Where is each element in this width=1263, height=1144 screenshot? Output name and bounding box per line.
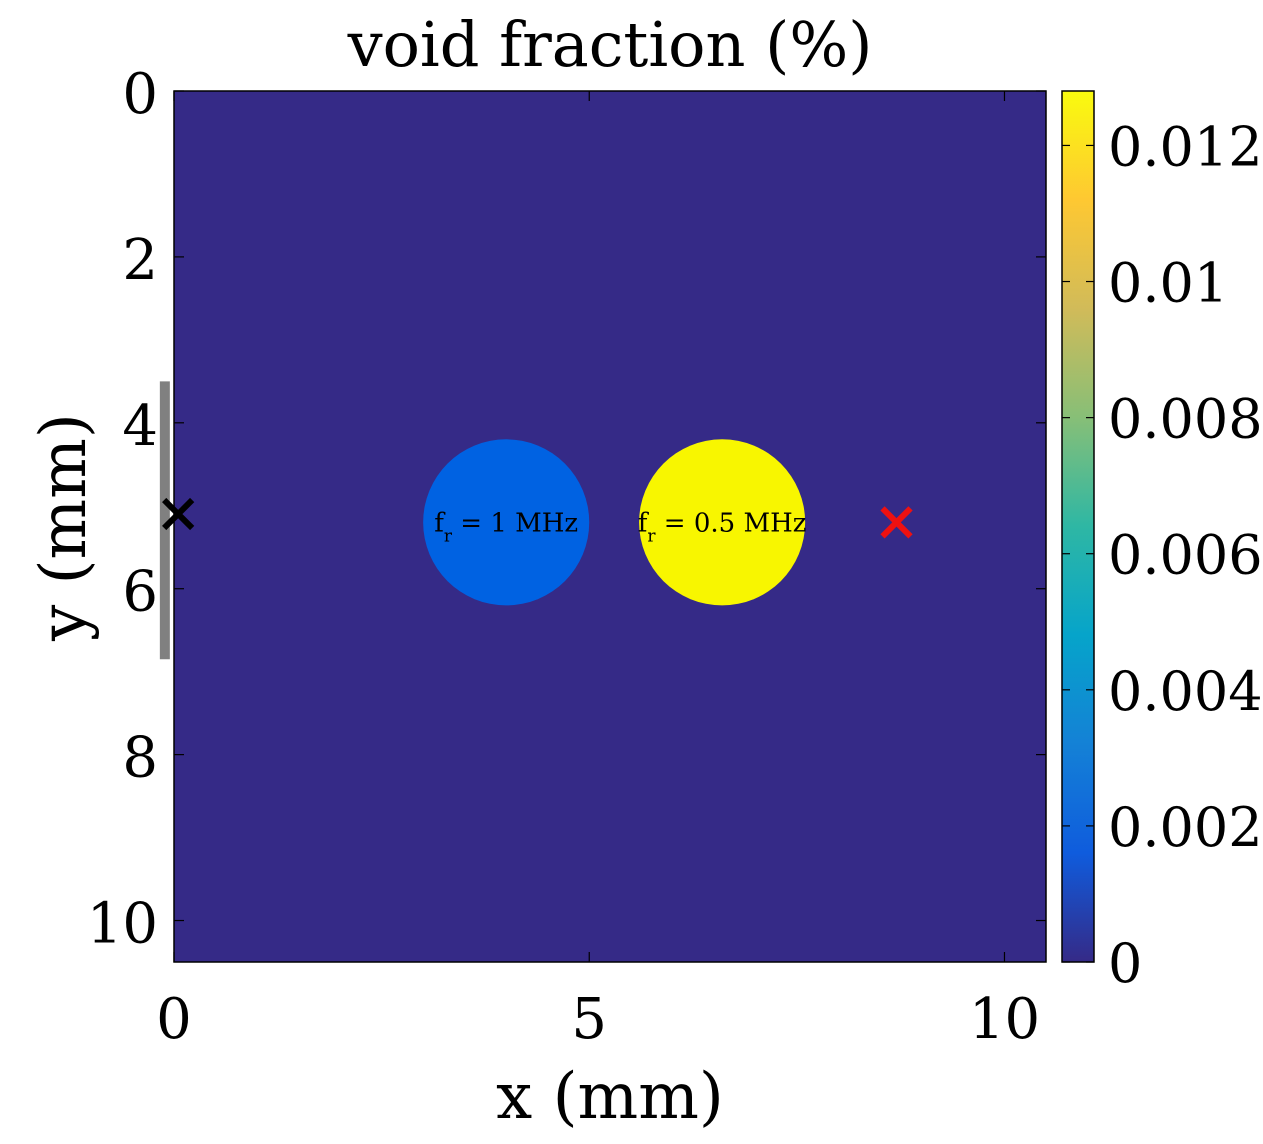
receiver-marker: [880, 506, 913, 539]
field-background: [174, 91, 1046, 962]
colorbar: 0 0.002 0.004 0.006 0.008 0.01 0.012: [1061, 90, 1263, 995]
axes-box: [173, 90, 1047, 963]
y-tick-label: 0: [122, 62, 158, 127]
x-tick-label: 0: [156, 987, 192, 1052]
colorbar-tick-label: 0.002: [1108, 796, 1263, 859]
chart-title: void fraction (%): [347, 8, 873, 81]
y-tick-label: 8: [122, 726, 158, 791]
x-tick-label: 5: [571, 987, 607, 1052]
region-label: fr = 1 MHz: [434, 508, 578, 546]
colorbar-tick-label: 0.01: [1108, 252, 1228, 315]
region-circle: [423, 439, 590, 606]
marker-stroke: [880, 506, 913, 539]
x-tick-label: 10: [969, 987, 1040, 1052]
axes: 0 5 10 0 2 4 6 8 10: [87, 62, 1047, 1052]
y-axis-label: y (mm): [27, 413, 101, 642]
y-tick-label: 10: [87, 892, 158, 957]
y-tick-label: 6: [122, 560, 158, 625]
source-marker: [162, 497, 195, 531]
y-tick-label: 2: [122, 228, 158, 293]
colorbar-gradient: [1061, 90, 1095, 963]
colorbar-tick-label: 0.012: [1108, 115, 1263, 178]
x-axis-label: x (mm): [496, 1060, 724, 1134]
region-label: fr = 0.5 MHz: [638, 508, 807, 546]
colorbar-tick-label: 0.006: [1108, 524, 1263, 587]
colorbar-tick-label: 0.004: [1108, 660, 1263, 723]
plot-area: fr = 1 MHz fr = 0.5 MHz: [159, 91, 1046, 962]
colorbar-tick-label: 0.008: [1108, 388, 1263, 451]
y-tick-label: 4: [122, 394, 158, 459]
colorbar-tick-label: 0: [1108, 932, 1142, 995]
region-circle: [639, 439, 806, 606]
marker-stroke: [162, 497, 195, 531]
